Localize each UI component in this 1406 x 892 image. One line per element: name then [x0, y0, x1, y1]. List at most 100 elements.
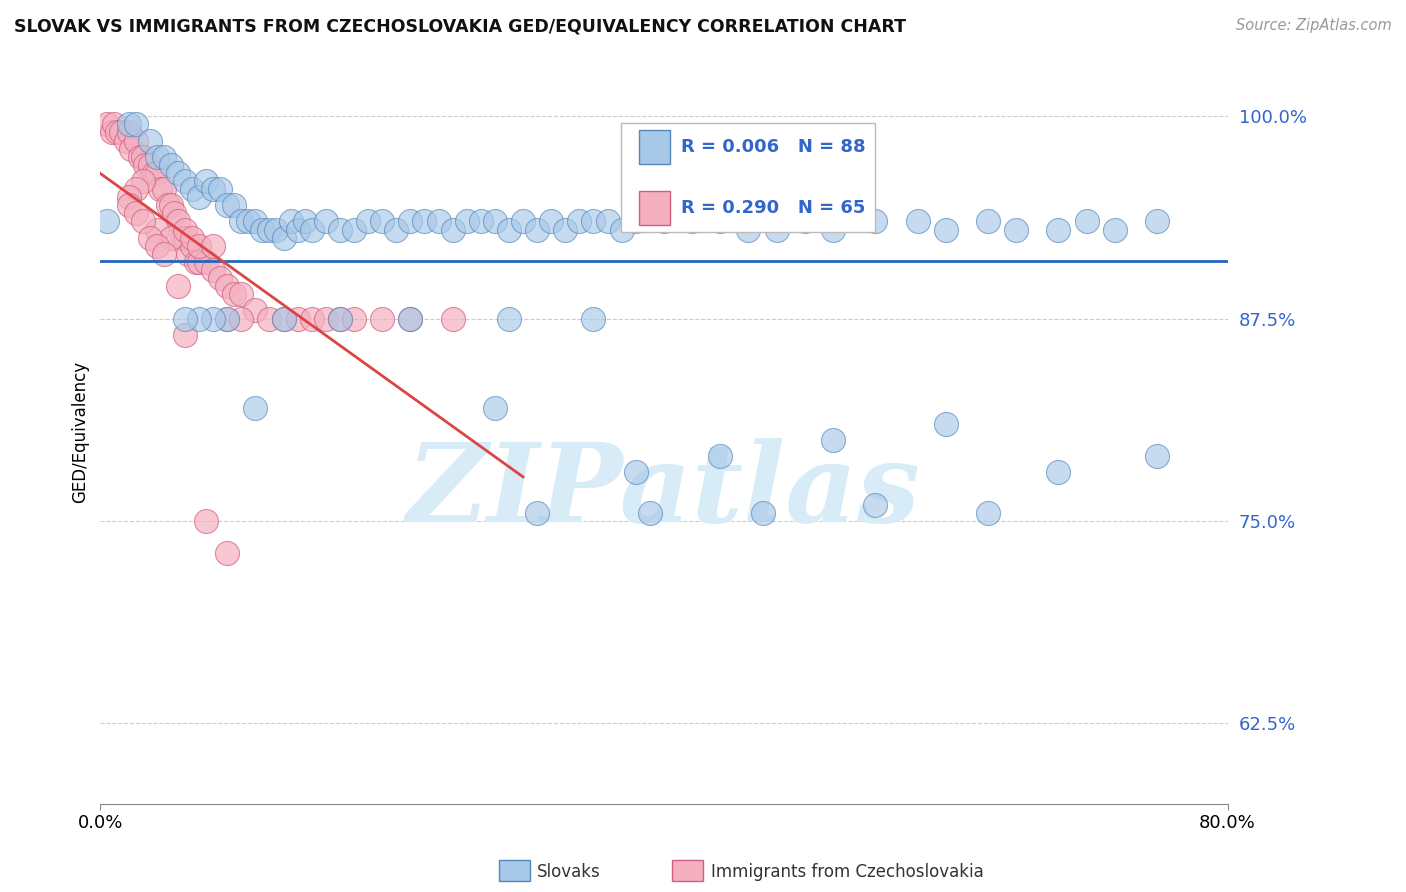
- Point: [96, 117, 118, 131]
- Point: [793, 214, 815, 228]
- Point: [498, 311, 520, 326]
- Point: [117, 125, 139, 139]
- Point: [907, 214, 929, 228]
- Point: [554, 222, 576, 236]
- Point: [117, 198, 139, 212]
- Point: [245, 401, 267, 415]
- Point: [209, 182, 232, 196]
- Point: [273, 311, 295, 326]
- Point: [128, 150, 150, 164]
- Point: [124, 206, 146, 220]
- Point: [821, 433, 844, 447]
- Point: [238, 214, 260, 228]
- Point: [117, 190, 139, 204]
- Point: [610, 222, 633, 236]
- Point: [152, 150, 174, 164]
- Point: [343, 311, 366, 326]
- Point: [526, 222, 548, 236]
- Point: [652, 214, 675, 228]
- Point: [1146, 449, 1168, 463]
- Point: [174, 222, 197, 236]
- Point: [301, 222, 323, 236]
- Point: [145, 150, 167, 164]
- Point: [441, 222, 464, 236]
- Point: [456, 214, 478, 228]
- Point: [245, 303, 267, 318]
- Point: [188, 238, 211, 252]
- Point: [935, 417, 957, 431]
- Point: [484, 401, 506, 415]
- Point: [385, 222, 408, 236]
- Point: [131, 214, 153, 228]
- Point: [202, 263, 225, 277]
- Point: [737, 222, 759, 236]
- Point: [195, 174, 218, 188]
- Point: [120, 142, 142, 156]
- Y-axis label: GED/Equivalency: GED/Equivalency: [72, 360, 89, 503]
- Point: [142, 166, 165, 180]
- Point: [582, 214, 605, 228]
- Point: [751, 506, 773, 520]
- Point: [217, 279, 239, 293]
- Point: [145, 222, 167, 236]
- Point: [188, 311, 211, 326]
- Text: Immigrants from Czechoslovakia: Immigrants from Czechoslovakia: [711, 863, 984, 881]
- Text: Source: ZipAtlas.com: Source: ZipAtlas.com: [1236, 18, 1392, 33]
- Text: SLOVAK VS IMMIGRANTS FROM CZECHOSLOVAKIA GED/EQUIVALENCY CORRELATION CHART: SLOVAK VS IMMIGRANTS FROM CZECHOSLOVAKIA…: [14, 18, 905, 36]
- Point: [865, 214, 887, 228]
- Point: [977, 506, 1000, 520]
- Point: [245, 214, 267, 228]
- Point: [170, 230, 193, 244]
- Point: [1146, 214, 1168, 228]
- Point: [114, 134, 136, 148]
- Point: [526, 506, 548, 520]
- Point: [329, 311, 352, 326]
- Point: [273, 230, 295, 244]
- Point: [202, 238, 225, 252]
- Point: [124, 134, 146, 148]
- Point: [156, 198, 179, 212]
- Point: [131, 150, 153, 164]
- Point: [596, 214, 619, 228]
- Point: [441, 311, 464, 326]
- Point: [935, 222, 957, 236]
- Point: [287, 222, 309, 236]
- Point: [231, 311, 253, 326]
- Point: [174, 311, 197, 326]
- Point: [96, 214, 118, 228]
- Point: [865, 498, 887, 512]
- Point: [124, 182, 146, 196]
- Point: [1005, 222, 1028, 236]
- Point: [174, 327, 197, 342]
- Point: [568, 214, 591, 228]
- Text: Slovaks: Slovaks: [537, 863, 600, 881]
- Point: [159, 230, 181, 244]
- Point: [152, 182, 174, 196]
- Point: [181, 182, 204, 196]
- Point: [138, 134, 160, 148]
- Point: [217, 546, 239, 560]
- Point: [470, 214, 492, 228]
- Point: [1047, 222, 1070, 236]
- Point: [174, 230, 197, 244]
- Point: [103, 117, 125, 131]
- Point: [231, 287, 253, 301]
- Point: [195, 255, 218, 269]
- Point: [159, 198, 181, 212]
- Point: [152, 247, 174, 261]
- Point: [186, 255, 208, 269]
- Point: [540, 214, 562, 228]
- Point: [624, 214, 647, 228]
- Point: [301, 311, 323, 326]
- Point: [188, 255, 211, 269]
- Point: [329, 311, 352, 326]
- Point: [399, 214, 422, 228]
- Point: [131, 174, 153, 188]
- Point: [148, 182, 170, 196]
- Point: [134, 158, 156, 172]
- Point: [681, 214, 703, 228]
- Point: [100, 125, 122, 139]
- Point: [174, 174, 197, 188]
- Point: [138, 230, 160, 244]
- Text: R = 0.290   N = 65: R = 0.290 N = 65: [682, 199, 866, 217]
